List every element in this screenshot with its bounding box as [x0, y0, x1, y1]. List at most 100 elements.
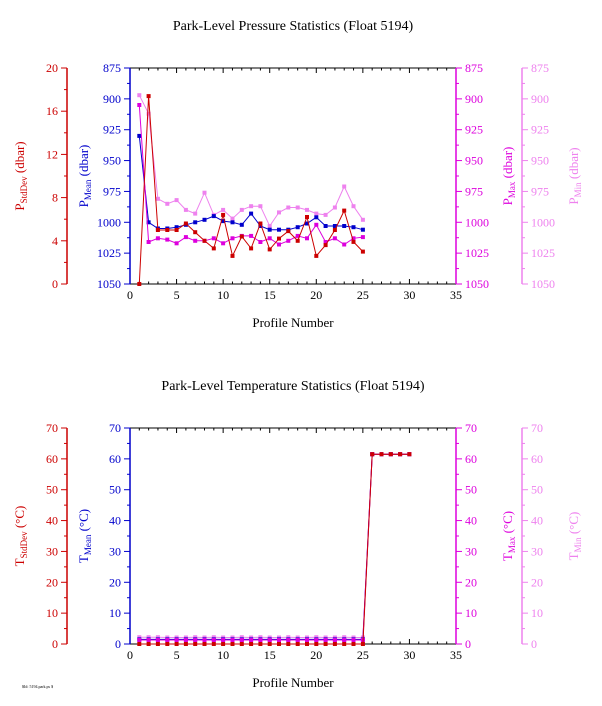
data-point-max	[155, 638, 160, 642]
x-tick-label: 35	[450, 288, 462, 302]
y-tick-label-max: 0	[465, 637, 471, 651]
data-point-min	[202, 190, 207, 195]
data-point-max	[249, 233, 254, 238]
y-axis-label-main: T	[500, 553, 515, 561]
data-point-std	[202, 642, 207, 646]
data-point-max	[267, 638, 272, 642]
data-point-std	[183, 642, 188, 646]
x-axis-label: Profile Number	[252, 315, 334, 330]
data-point-std	[249, 246, 254, 251]
data-point-std	[174, 228, 179, 232]
data-point-max	[211, 236, 216, 241]
data-point-mean	[230, 220, 235, 225]
data-point-mean	[211, 214, 216, 219]
data-point-std	[230, 642, 235, 646]
y-axis-label-sub: Mean	[83, 534, 93, 555]
data-point-std	[360, 249, 365, 254]
data-point-std	[202, 238, 207, 243]
data-point-max	[155, 236, 160, 241]
data-point-min	[137, 93, 142, 98]
data-point-std	[351, 642, 356, 646]
data-point-std	[183, 221, 188, 226]
y-tick-label-mean: 925	[103, 123, 121, 137]
data-point-std	[305, 642, 309, 646]
y-tick-label-max: 10	[465, 606, 477, 620]
data-point-std	[239, 234, 244, 239]
data-point-max	[193, 638, 198, 642]
x-tick-label: 30	[403, 288, 415, 302]
x-tick-label: 10	[217, 288, 229, 302]
y-tick-label-std: 40	[46, 514, 58, 528]
y-tick-label-mean: 875	[103, 61, 121, 75]
data-point-min	[146, 635, 151, 640]
data-point-max	[342, 242, 347, 247]
x-tick-label: 0	[127, 288, 133, 302]
y-tick-label-max: 20	[465, 575, 477, 589]
y-axis-label-unit: (°C)	[76, 509, 91, 535]
data-point-min	[360, 217, 365, 222]
data-point-std	[249, 642, 254, 646]
y-axis-label-main: P	[566, 197, 581, 204]
data-point-min	[351, 204, 356, 209]
x-axis-label: Profile Number	[252, 675, 334, 690]
data-point-min	[146, 111, 151, 116]
data-point-min	[295, 205, 300, 210]
data-point-max	[221, 241, 226, 246]
y-axis-label-unit: (°C)	[566, 512, 581, 538]
y-tick-label-std: 0	[52, 277, 58, 291]
y-axis-label-sub: Max	[507, 536, 517, 553]
data-point-min	[267, 224, 272, 228]
y-tick-label-mean: 1050	[97, 277, 121, 291]
chart-title: Park-Level Temperature Statistics (Float…	[161, 379, 424, 394]
data-point-max	[305, 236, 309, 241]
data-point-std	[221, 212, 226, 217]
data-point-max	[174, 638, 179, 642]
data-point-mean	[146, 220, 151, 225]
data-point-std	[155, 642, 160, 646]
y-axis-label-unit: (dbar)	[76, 145, 91, 180]
data-point-std	[314, 253, 319, 258]
data-point-min	[221, 207, 226, 212]
data-point-std	[267, 247, 272, 252]
y-axis-label-main: P	[76, 200, 91, 207]
y-tick-label-min: 20	[531, 575, 543, 589]
x-tick-label: 20	[310, 648, 322, 662]
y-tick-label-max: 950	[465, 154, 483, 168]
y-tick-label-std: 8	[52, 191, 58, 205]
y-tick-label-min: 1000	[531, 215, 555, 229]
data-point-max	[146, 638, 151, 642]
series-line-std	[138, 96, 364, 285]
y-axis-label-unit: (°C)	[500, 511, 515, 537]
data-point-max	[314, 222, 319, 227]
data-point-max	[211, 638, 216, 642]
y-tick-label-min: 1025	[531, 246, 555, 260]
y-tick-label-min: 30	[531, 544, 543, 558]
data-point-max	[267, 236, 272, 241]
y-tick-label-std: 50	[46, 483, 58, 497]
y-tick-label-max: 975	[465, 184, 483, 198]
data-point-max	[258, 240, 263, 244]
data-point-std	[332, 642, 337, 646]
data-point-std	[407, 452, 412, 457]
data-point-mean	[267, 227, 272, 232]
y-tick-label-mean: 50	[109, 483, 121, 497]
data-point-max	[323, 638, 328, 642]
data-point-min	[332, 205, 337, 210]
data-point-max	[249, 638, 254, 642]
y-tick-label-min: 1050	[531, 277, 555, 291]
y-tick-label-min: 0	[531, 637, 537, 651]
y-tick-label-std: 20	[46, 61, 58, 75]
y-axis-label-min: PMin (dbar)	[566, 147, 583, 204]
series-line-mean	[138, 135, 364, 231]
x-tick-label: 15	[264, 648, 276, 662]
data-point-min	[314, 635, 319, 640]
data-point-max	[202, 638, 207, 642]
y-axis-label-main: T	[12, 558, 27, 566]
y-tick-label-mean: 1000	[97, 215, 121, 229]
data-point-std	[286, 642, 291, 646]
y-tick-label-min: 10	[531, 606, 543, 620]
data-point-std	[221, 642, 226, 646]
data-point-min	[239, 207, 244, 212]
x-tick-label: 20	[310, 288, 322, 302]
data-point-mean	[360, 227, 365, 232]
